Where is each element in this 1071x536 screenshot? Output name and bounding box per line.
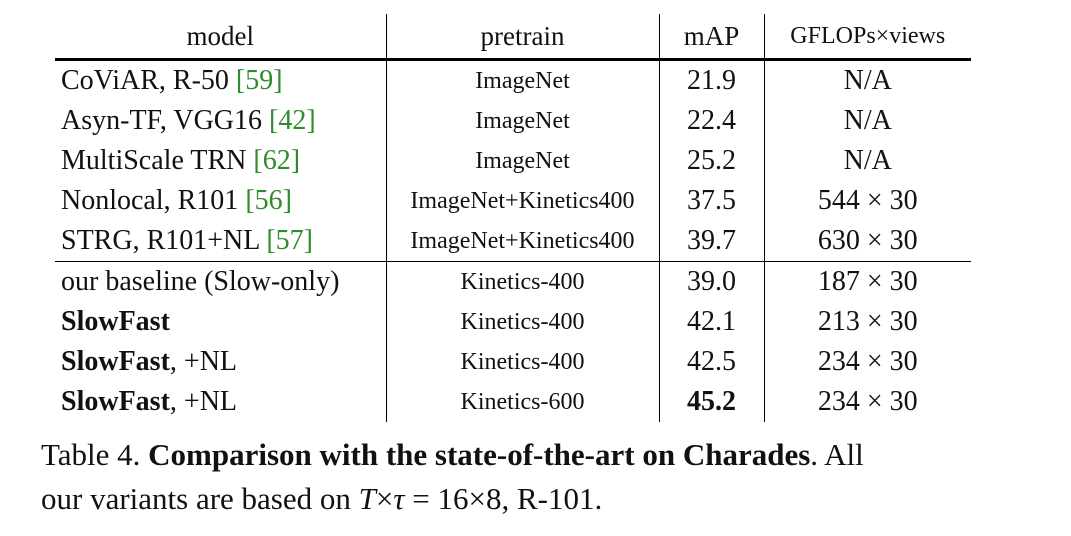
cell-pretrain: Kinetics-400	[386, 261, 660, 302]
results-table-container: model pretrain mAP GFLOPs×views CoViAR, …	[55, 14, 971, 422]
cell-model: Asyn-TF, VGG16 [42]	[55, 101, 387, 141]
caption-math-tau: τ	[393, 481, 405, 516]
cell-map: 42.1	[659, 302, 765, 342]
cell-model: STRG, R101+NL [57]	[55, 221, 387, 262]
cell-gflops: N/A	[843, 65, 892, 96]
cell-map: 39.0	[659, 261, 765, 302]
table-header-row: model pretrain mAP GFLOPs×views	[55, 14, 971, 61]
cell-gflops: 187 × 30	[764, 261, 971, 302]
model-name: Asyn-TF, VGG16	[61, 105, 263, 136]
results-table: model pretrain mAP GFLOPs×views CoViAR, …	[55, 14, 971, 422]
cell-map: 25.2	[659, 141, 765, 181]
cell-map: 42.5	[659, 342, 765, 382]
cell-pretrain: ImageNet	[386, 59, 660, 101]
cell-pretrain: Kinetics-400	[386, 342, 660, 382]
cell-gflops: 234 × 30	[817, 386, 918, 417]
cell-gflops: N/A	[843, 145, 892, 176]
table-row: STRG, R101+NL [57] ImageNet+Kinetics400 …	[55, 221, 971, 262]
model-name: Nonlocal, R101	[61, 185, 239, 216]
caption-title: Comparison with the state-of-the-art on …	[148, 437, 811, 472]
cell-map: 37.5	[659, 181, 765, 221]
caption-label: Table 4.	[41, 437, 141, 472]
header-map: mAP	[659, 14, 765, 61]
cell-model: SlowFast, +NL	[55, 342, 387, 382]
citation-link[interactable]: [57]	[266, 225, 313, 256]
cell-gflops: 234 × 30	[817, 346, 918, 377]
table-row: SlowFast, +NL Kinetics-400 42.5 234 × 30	[55, 342, 971, 382]
table-row: SlowFast Kinetics-400 42.1 213 × 30	[55, 302, 971, 342]
cell-model: MultiScale TRN [62]	[55, 141, 387, 181]
cell-map: 21.9	[659, 59, 765, 101]
model-name-suffix: , +NL	[169, 386, 238, 417]
cell-model: SlowFast	[55, 302, 387, 342]
header-gflops: GFLOPs×views	[764, 14, 971, 61]
caption-text-3: , R-101.	[501, 481, 603, 516]
model-name: STRG, R101+NL	[61, 225, 260, 256]
table-row: Asyn-TF, VGG16 [42] ImageNet 22.4 N/A	[55, 101, 971, 141]
citation-link[interactable]: [59]	[235, 65, 283, 96]
model-name-bold: SlowFast	[61, 346, 170, 377]
cell-pretrain: ImageNet	[386, 141, 660, 181]
citation-link[interactable]: [56]	[245, 185, 292, 216]
model-name: CoViAR, R-50	[61, 65, 229, 96]
cell-model: SlowFast, +NL	[55, 382, 387, 422]
citation-link[interactable]: [42]	[269, 105, 316, 136]
table-row: SlowFast, +NL Kinetics-600 45.2 234 × 30	[55, 382, 971, 422]
model-name: MultiScale TRN	[61, 145, 247, 176]
cell-pretrain: ImageNet+Kinetics400	[386, 221, 660, 262]
cell-model: Nonlocal, R101 [56]	[55, 181, 387, 221]
cell-model: our baseline (Slow-only)	[55, 261, 387, 302]
cell-pretrain: Kinetics-600	[386, 382, 660, 422]
cell-gflops: 213 × 30	[817, 306, 918, 337]
citation-link[interactable]: [62]	[253, 145, 301, 176]
model-name-bold: SlowFast	[61, 306, 170, 337]
cell-pretrain: ImageNet+Kinetics400	[386, 181, 660, 221]
header-model: model	[55, 14, 387, 61]
cell-gflops: 544 × 30	[817, 185, 918, 216]
caption-math-times: ×	[375, 481, 394, 516]
table-row: MultiScale TRN [62] ImageNet 25.2 N/A	[55, 141, 971, 181]
cell-gflops: N/A	[843, 105, 892, 136]
cell-map-best: 45.2	[659, 382, 765, 422]
cell-model: CoViAR, R-50 [59]	[55, 59, 387, 101]
cell-pretrain: ImageNet	[386, 101, 660, 141]
table-caption: Table 4. Comparison with the state-of-th…	[41, 433, 1031, 521]
cell-gflops: 630 × 30	[817, 225, 918, 256]
caption-math-T: T	[358, 481, 376, 516]
cell-map: 22.4	[659, 101, 765, 141]
table-row: our baseline (Slow-only) Kinetics-400 39…	[55, 261, 971, 302]
table-row: Nonlocal, R101 [56] ImageNet+Kinetics400…	[55, 181, 971, 221]
model-name: our baseline (Slow-only)	[61, 266, 340, 297]
model-name-bold: SlowFast	[61, 386, 170, 417]
table-row: CoViAR, R-50 [59] ImageNet 21.9 N/A	[55, 59, 971, 101]
caption-text-1: . All	[810, 437, 864, 472]
header-pretrain: pretrain	[386, 14, 660, 61]
cell-map: 39.7	[659, 221, 765, 262]
caption-text-2: our variants are based on	[41, 481, 359, 516]
cell-pretrain: Kinetics-400	[386, 302, 660, 342]
model-name-suffix: , +NL	[169, 346, 238, 377]
caption-math-eq: = 16×8	[404, 481, 502, 516]
